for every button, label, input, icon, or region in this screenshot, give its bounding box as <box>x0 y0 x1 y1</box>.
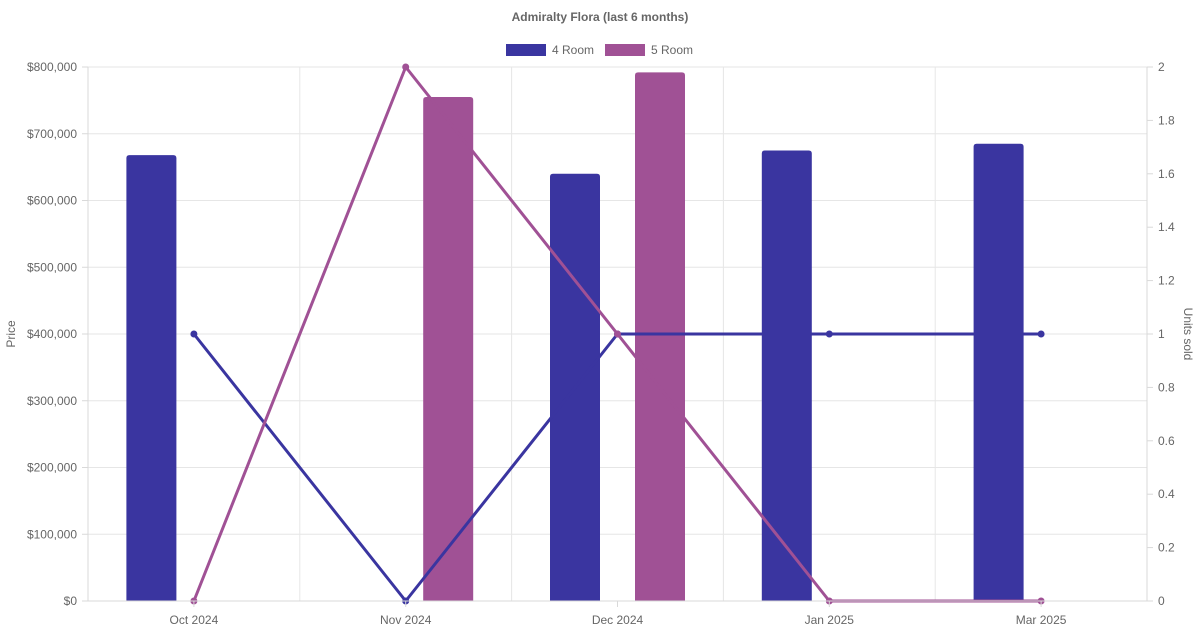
y-right-tick-label: 1.6 <box>1158 167 1175 181</box>
legend-swatch-5-room <box>605 44 645 56</box>
bars <box>126 72 1024 602</box>
y-right-tick-label: 1.2 <box>1158 274 1175 288</box>
y-left-tick-label: $600,000 <box>27 194 77 208</box>
y-left-axis-title: Price <box>4 320 18 348</box>
y-right-tick-label: 0 <box>1158 594 1165 608</box>
legend-item-5-room[interactable]: 5 Room <box>605 43 693 57</box>
y-right-tick-label: 2 <box>1158 60 1165 74</box>
y-left-tick-label: $400,000 <box>27 327 77 341</box>
y-right-tick-label: 1.8 <box>1158 113 1175 127</box>
y-left-tick-label: $700,000 <box>27 127 77 141</box>
point-units-4-room <box>825 330 833 338</box>
legend-swatch-4-room <box>506 44 546 56</box>
y-right-tick-label: 1.4 <box>1158 220 1175 234</box>
y-left-tick-label: $0 <box>64 594 78 608</box>
legend-item-4-room[interactable]: 4 Room <box>506 43 594 57</box>
x-tick-label: Nov 2024 <box>380 613 432 627</box>
y-right-tick-label: 0.6 <box>1158 434 1175 448</box>
legend-label-4-room: 4 Room <box>552 43 594 57</box>
x-tick-label: Oct 2024 <box>170 613 219 627</box>
bar-4-room <box>126 155 177 602</box>
y-right-tick-label: 0.2 <box>1158 541 1175 555</box>
bar-5-room <box>635 72 685 602</box>
legend: 4 Room 5 Room <box>506 43 693 57</box>
point-units-5-room <box>402 63 410 71</box>
bar-4-room <box>761 150 812 601</box>
y-left-tick-label: $800,000 <box>27 60 77 74</box>
y-right-axis-title: Units sold <box>1181 308 1195 361</box>
x-tick-label: Jan 2025 <box>805 613 855 627</box>
point-units-4-room <box>190 330 198 338</box>
y-right-tick-label: 1 <box>1158 327 1165 341</box>
axes: $0 $100,000 $200,000 $300,000 $400,000 $500,0… <box>27 60 1175 627</box>
bar-5-room <box>423 97 474 601</box>
x-tick-label: Mar 2025 <box>1016 613 1067 627</box>
y-right-tick-label: 0.8 <box>1158 380 1175 394</box>
point-units-4-room <box>1037 330 1045 338</box>
legend-label-5-room: 5 Room <box>651 43 693 57</box>
bar-4-room <box>973 143 1024 601</box>
y-left-tick-label: $100,000 <box>27 527 77 541</box>
y-left-tick-label: $200,000 <box>27 461 77 475</box>
y-right-tick-label: 0.4 <box>1158 487 1175 501</box>
chart-title: Admiralty Flora (last 6 months) <box>512 10 689 24</box>
x-tick-label: Dec 2024 <box>592 613 644 627</box>
y-left-tick-label: $500,000 <box>27 260 77 274</box>
y-left-tick-label: $300,000 <box>27 394 77 408</box>
point-units-5-room <box>614 330 621 338</box>
